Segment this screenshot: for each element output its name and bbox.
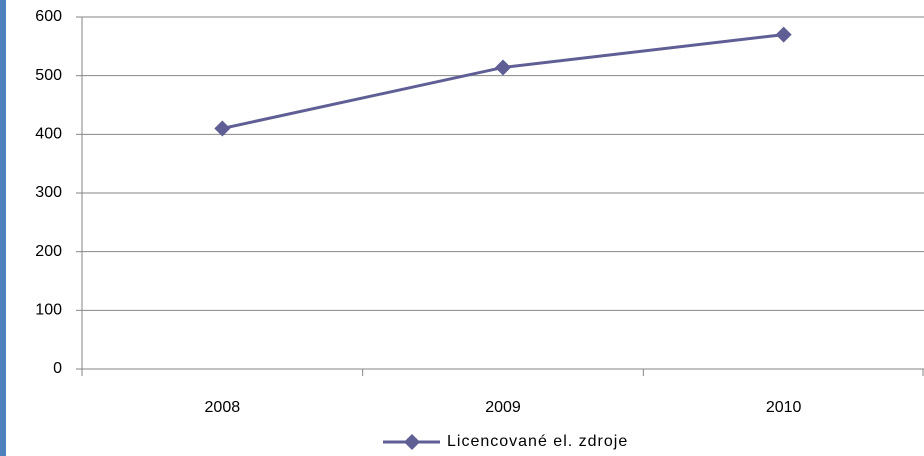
x-tick-label: 2008 <box>205 399 241 416</box>
point-marker <box>495 59 511 76</box>
point-marker <box>775 26 792 43</box>
y-tick-label: 0 <box>53 360 62 377</box>
y-tick-label: 300 <box>35 184 62 201</box>
chart-area <box>6 0 924 456</box>
y-tick-label: 100 <box>35 302 62 319</box>
legend-label: Licencované el. zdroje <box>447 433 628 450</box>
y-tick-label: 400 <box>35 126 62 143</box>
y-tick-label: 500 <box>35 67 62 84</box>
y-tick-label: 200 <box>35 243 62 260</box>
x-tick-label: 2009 <box>485 399 521 416</box>
legend-marker <box>404 434 420 450</box>
frame-edge <box>0 0 6 456</box>
y-tick-label: 600 <box>35 8 62 25</box>
x-tick-label: 2010 <box>766 399 802 416</box>
point-marker <box>214 120 231 137</box>
